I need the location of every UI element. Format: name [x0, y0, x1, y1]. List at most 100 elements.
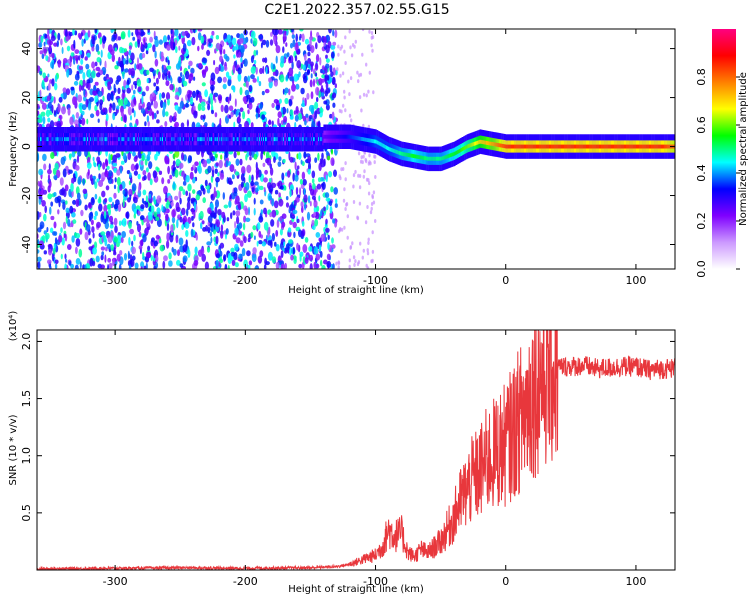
- spectrogram-cell: [342, 103, 345, 108]
- spectrogram-ridge-core: [565, 144, 567, 149]
- spectrogram-cell: [104, 158, 108, 166]
- spectrogram-ridge-core: [429, 156, 431, 161]
- spectrogram-ridge-core: [603, 144, 605, 149]
- spectrogram-ridge-core: [612, 144, 614, 149]
- spectrogram-cell: [149, 36, 154, 43]
- spectrogram-cell: [93, 215, 97, 220]
- spectrogram-cell: [353, 263, 356, 267]
- spectrogram-cell: [296, 165, 300, 170]
- spectrogram-cell: [368, 153, 371, 158]
- spectrogram-cell: [326, 260, 332, 269]
- spectrogram-cell: [308, 246, 313, 252]
- spectrogram-cell: [107, 170, 113, 177]
- spectrogram-ridge-core: [639, 144, 641, 149]
- spectrogram-cell: [122, 72, 125, 80]
- spectrogram-cell: [261, 241, 266, 247]
- spectrogram-cell: [56, 40, 59, 48]
- spectrogram-cell: [133, 81, 138, 86]
- spectrogram-cell: [247, 75, 251, 83]
- spectrogram-ridge-core: [558, 144, 561, 149]
- spectrogram-cell: [102, 234, 105, 241]
- spectrogram-cell: [108, 262, 113, 269]
- spectrogram-cell: [42, 153, 47, 162]
- spectrogram-ridge-core: [333, 134, 336, 139]
- spectrogram-cell: [102, 162, 106, 170]
- spectrogram-cell: [54, 162, 59, 171]
- spectrogram-cell: [167, 98, 170, 106]
- spectrogram-cell: [252, 78, 257, 83]
- spectrogram-ridge-core: [142, 137, 144, 142]
- spectrogram-cell: [210, 236, 213, 244]
- spectrogram-cell: [204, 179, 208, 187]
- spectrogram-cell: [254, 266, 258, 269]
- spectrogram-cell: [46, 227, 49, 232]
- spectrogram-ridge-core: [67, 137, 69, 142]
- spectrogram-cell: [258, 240, 263, 245]
- colorbar-ticks: 0.00.20.40.60.8: [695, 68, 740, 278]
- spectrogram-ridge-core: [339, 134, 341, 139]
- spectrogram-cell: [181, 207, 186, 216]
- spectrogram-cell: [162, 72, 165, 80]
- x-tick-label: 0: [502, 274, 509, 287]
- spectrogram-ridge-core: [619, 144, 621, 149]
- spectrogram-ridge-core: [388, 146, 390, 151]
- spectrogram-ridge-core: [134, 137, 137, 142]
- spectrogram-ridge-core: [667, 144, 669, 149]
- spectrogram-cell: [74, 96, 78, 105]
- spectrogram-cell: [323, 259, 328, 265]
- spectrogram-ridge-core: [490, 141, 492, 146]
- spectrogram-cell: [272, 29, 277, 36]
- spectrogram-ridge-core: [153, 137, 155, 142]
- spectrogram-cell: [326, 253, 331, 260]
- spectrogram-cell: [86, 118, 89, 125]
- spectrogram-cell: [100, 264, 105, 269]
- spectrogram-cell: [96, 72, 101, 78]
- spectrogram-cell: [131, 240, 134, 247]
- spectrogram-cell: [153, 30, 156, 38]
- spectrogram-cell: [359, 241, 362, 246]
- spectrogram-ridge-core: [546, 144, 548, 149]
- spectrogram-cell: [37, 118, 42, 123]
- spectrogram-ridge-core: [479, 139, 481, 144]
- spectrogram-cell: [204, 122, 208, 127]
- spectrogram-cell: [209, 152, 213, 161]
- spectrogram-ridge-core: [258, 137, 261, 142]
- spectrogram-cell: [116, 253, 121, 262]
- spectrogram-cell: [140, 204, 145, 210]
- spectrogram-cell: [235, 43, 239, 51]
- spectrogram-cell: [120, 237, 124, 243]
- spectrogram-ridge-core: [664, 144, 666, 149]
- colorbar-bar: [712, 29, 736, 269]
- spectrogram-cell: [99, 99, 104, 106]
- spectrogram-cell: [352, 200, 356, 204]
- y-tick-label: 0.5: [20, 504, 33, 522]
- spectrogram-cell: [284, 185, 287, 191]
- spectrogram-cell: [227, 75, 232, 81]
- spectrogram-cell: [111, 37, 116, 42]
- spectrogram-cell: [288, 88, 291, 96]
- spectrogram-cell: [119, 46, 124, 54]
- spectrogram-cell: [282, 158, 286, 164]
- spectrogram-cell: [315, 54, 320, 63]
- spectrogram-cell: [323, 227, 326, 233]
- spectrogram-ridge-core: [200, 137, 202, 142]
- spectrogram-cell: [252, 225, 257, 231]
- spectrogram-cell: [136, 78, 141, 87]
- spectrogram-ridge-core: [53, 137, 55, 142]
- spectrogram-cell: [74, 49, 80, 54]
- spectrogram-ridge-core: [201, 137, 203, 142]
- spectrogram-ridge-core: [286, 137, 288, 142]
- spectrogram-ridge-core: [448, 153, 450, 158]
- spectrogram-cell: [162, 108, 166, 118]
- spectrogram-ridge-core: [394, 149, 396, 154]
- spectrogram-cell: [285, 243, 290, 251]
- spectrogram-cell: [50, 215, 55, 221]
- spectrogram-ridge-core: [117, 137, 119, 142]
- spectrogram-cell: [248, 150, 252, 157]
- spectrogram-cell: [154, 50, 157, 59]
- spectrogram-cell: [139, 239, 144, 246]
- spectrogram-cell: [258, 185, 264, 191]
- spectrogram-ridge-core: [326, 134, 328, 139]
- spectrogram-cell: [248, 174, 251, 183]
- spectrogram-cell: [261, 39, 267, 46]
